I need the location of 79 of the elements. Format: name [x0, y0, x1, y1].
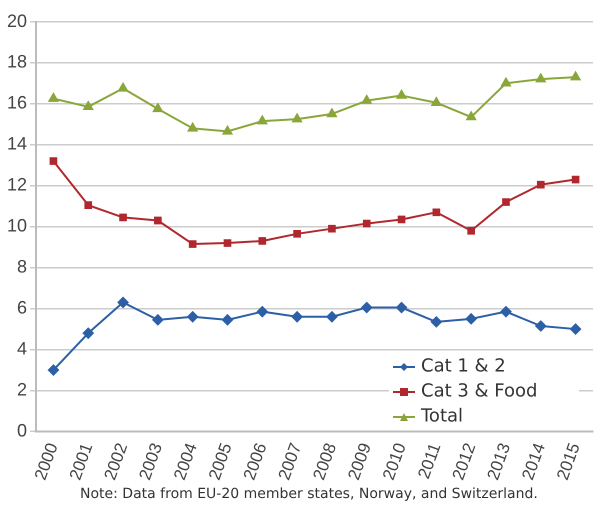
point [466, 313, 477, 324]
point [328, 224, 336, 233]
point [570, 72, 580, 80]
point [432, 208, 440, 216]
x-tick-label: 2001 [66, 440, 96, 482]
point [48, 364, 59, 376]
x-tick-label: 2007 [274, 440, 306, 482]
y-tick-label: 4 [17, 338, 28, 359]
point [222, 126, 232, 135]
point [187, 311, 198, 322]
x-tick-label: 2000 [30, 440, 62, 482]
y-tick-label: 16 [6, 92, 28, 113]
point [83, 101, 94, 110]
point [502, 198, 510, 206]
point [152, 103, 163, 112]
x-tick-label: 2012 [448, 440, 480, 482]
point [362, 220, 371, 228]
text: Note: Data from EU-20 member states, Norway, and Switzerland. [80, 486, 538, 502]
point [572, 176, 580, 184]
x-tick-label: 2006 [240, 440, 270, 482]
point [292, 311, 303, 322]
y-tick-label: 14 [6, 134, 28, 154]
point [188, 240, 196, 248]
y-tick-label: 10 [6, 216, 28, 236]
point [293, 230, 301, 238]
x-tick-label: 2015 [552, 440, 584, 482]
point [84, 201, 92, 209]
legend-label: Cat 3 & Food [421, 380, 538, 402]
point [396, 90, 406, 99]
point [188, 122, 198, 132]
point [82, 328, 94, 339]
x-tick-label: 2011 [414, 440, 445, 482]
point [361, 302, 372, 314]
y-tick-label: 2 [17, 379, 28, 400]
point [118, 296, 129, 308]
point [570, 324, 582, 335]
y-tick-label: 12 [6, 174, 28, 195]
y-tick-label: 8 [17, 256, 28, 277]
legend-label: Total [420, 406, 464, 427]
point [536, 74, 546, 82]
point [256, 306, 268, 318]
point [398, 216, 406, 224]
point [501, 78, 511, 87]
x-tick-label: 2013 [483, 440, 514, 482]
point [467, 226, 475, 235]
point [431, 97, 442, 106]
point [154, 216, 162, 224]
point [326, 311, 338, 322]
point [119, 214, 127, 222]
point [224, 239, 232, 247]
point [536, 180, 545, 188]
y-tick-label: 6 [17, 298, 28, 318]
point [258, 237, 266, 245]
y-tick-label: 18 [6, 52, 28, 72]
point [292, 114, 302, 122]
legend-label: Cat 1 & 2 [421, 356, 506, 377]
x-tick-label: 2002 [100, 440, 132, 482]
point [396, 302, 408, 314]
x-tick-label: 2004 [170, 440, 201, 482]
x-tick-label: 2010 [378, 440, 410, 482]
y-tick-label: 20 [6, 10, 28, 31]
x-tick-label: 2005 [204, 440, 236, 482]
point [535, 320, 546, 332]
point [500, 306, 512, 318]
point [222, 314, 233, 326]
point [430, 316, 442, 328]
point [362, 95, 372, 104]
point [48, 93, 58, 102]
point [152, 314, 164, 326]
x-tick-label: 2014 [518, 440, 549, 482]
x-tick-label: 2008 [309, 440, 340, 482]
point [257, 116, 268, 124]
point [50, 157, 58, 165]
x-tick-label: 2003 [135, 440, 166, 482]
x-tick-label: 2009 [344, 440, 375, 482]
point [327, 108, 337, 118]
y-tick-label: 0 [17, 420, 28, 440]
point [466, 112, 476, 120]
point [118, 82, 128, 92]
